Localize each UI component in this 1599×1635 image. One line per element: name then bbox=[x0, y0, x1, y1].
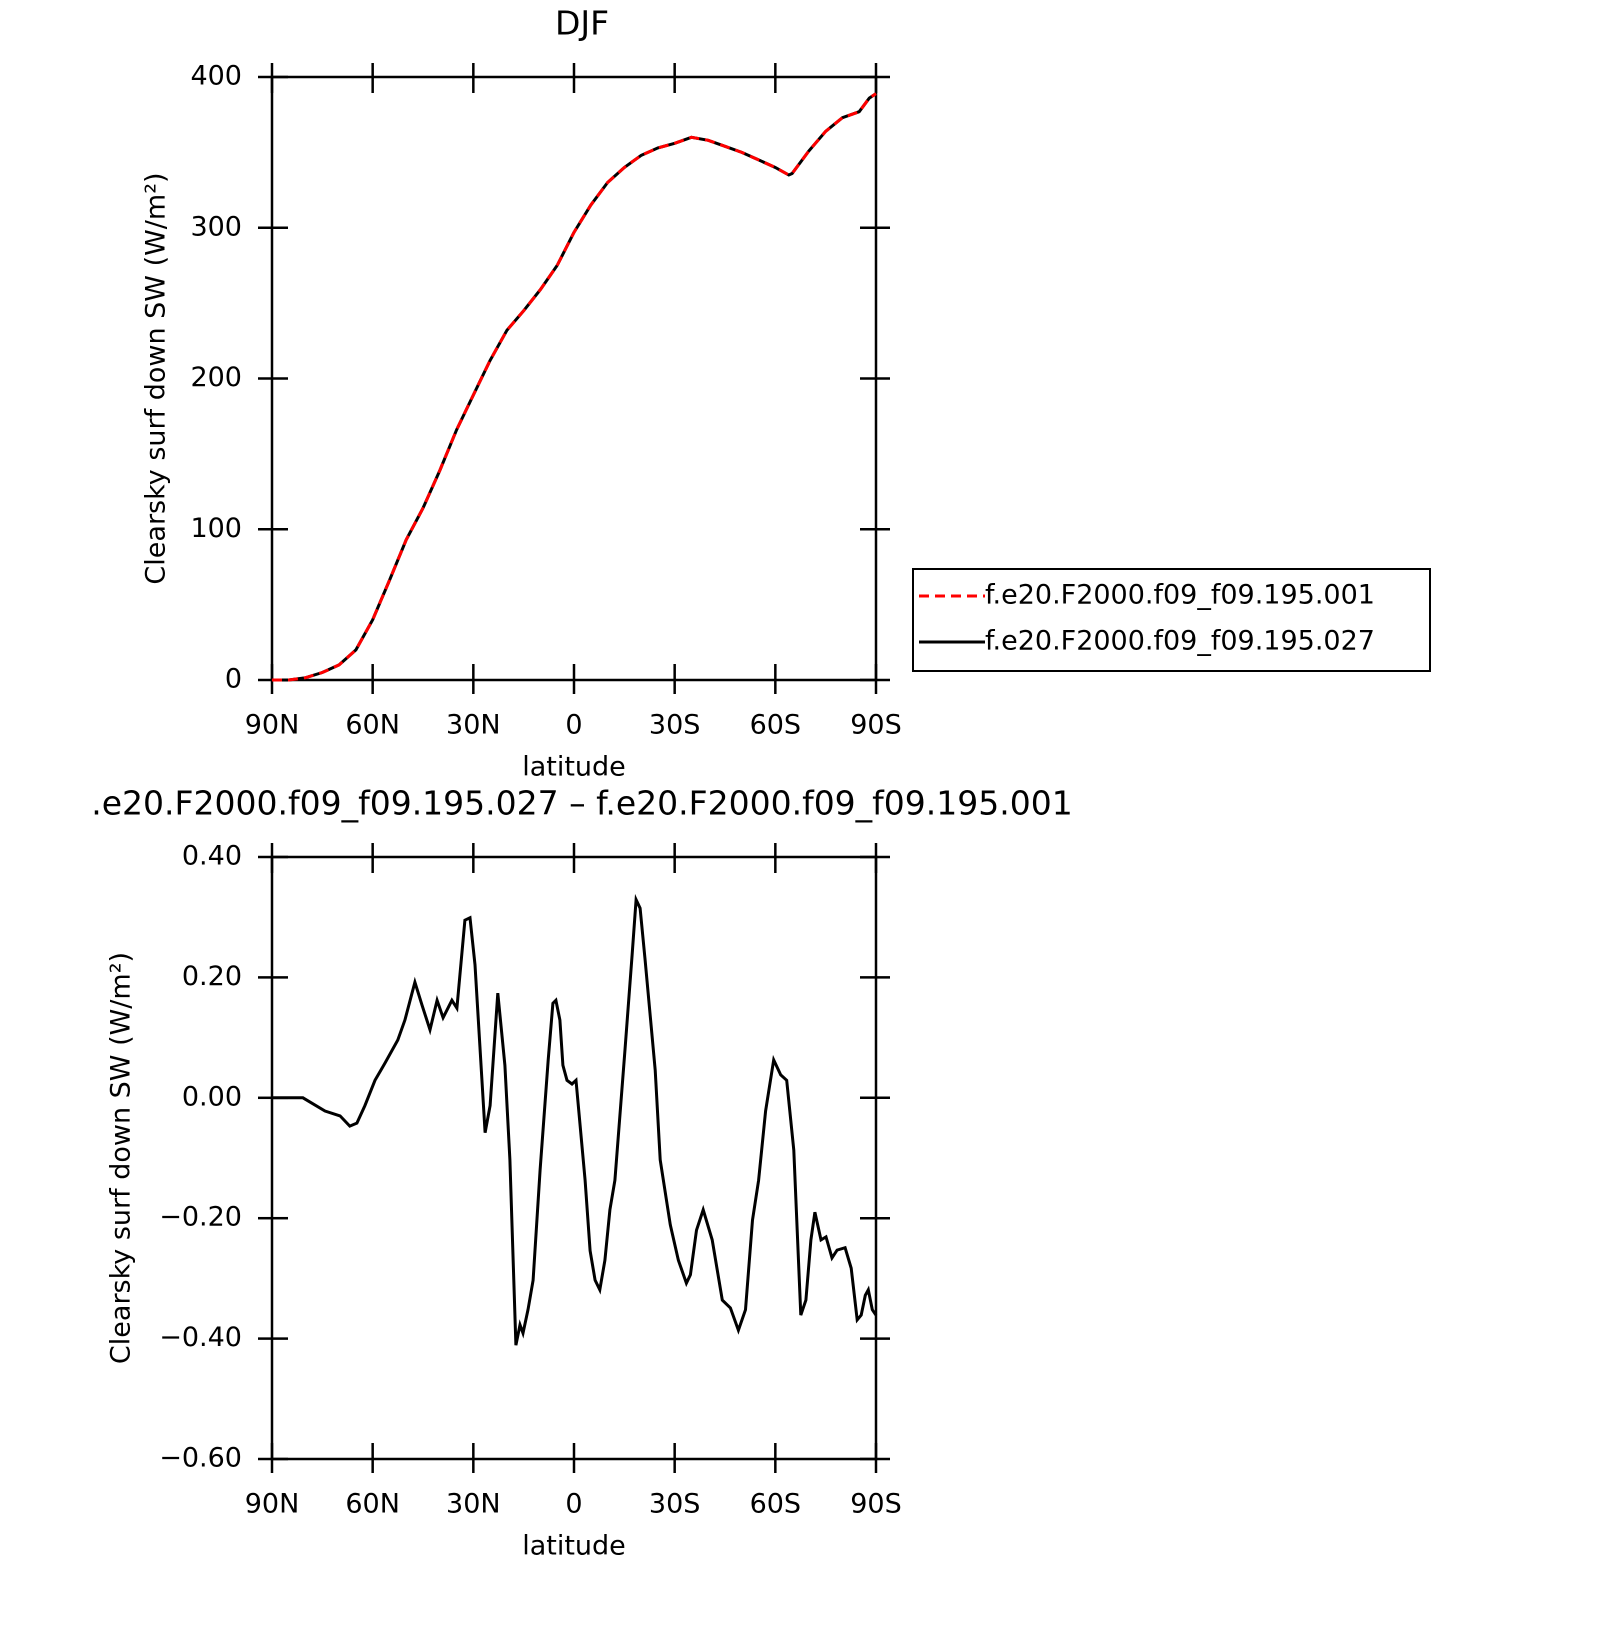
legend-label: f.e20.F2000.f09_f09.195.027 bbox=[985, 626, 1375, 657]
y-tick-label: 0.40 bbox=[182, 841, 242, 872]
x-tick-label: 60S bbox=[750, 1489, 802, 1520]
y-tick-label: −0.60 bbox=[159, 1443, 242, 1474]
data-line bbox=[272, 92, 877, 682]
plot-frame bbox=[270, 855, 878, 1461]
data-line bbox=[272, 92, 877, 682]
y-tick-label: 0 bbox=[225, 664, 242, 695]
y-axis-label: Clearsky surf down SW (W/m²) bbox=[106, 952, 137, 1364]
x-tick-label: 30N bbox=[446, 710, 501, 741]
y-tick-label: 0.20 bbox=[182, 961, 242, 992]
x-tick-label: 60N bbox=[345, 710, 400, 741]
y-tick-label: 200 bbox=[190, 362, 242, 393]
y-tick-label: 400 bbox=[190, 61, 242, 92]
x-axis-label: latitude bbox=[522, 1531, 626, 1562]
y-tick-label: 0.00 bbox=[182, 1081, 242, 1112]
x-tick-label: 90N bbox=[245, 710, 300, 741]
x-tick-label: 60S bbox=[750, 710, 802, 741]
x-tick-label: 30S bbox=[649, 710, 701, 741]
x-tick-label: 90N bbox=[245, 1489, 300, 1520]
chart-title: .e20.F2000.f09_f09.195.027 – f.e20.F2000… bbox=[91, 784, 1073, 823]
x-axis-label: latitude bbox=[522, 752, 626, 783]
y-tick-label: 100 bbox=[190, 513, 242, 544]
legend-box bbox=[912, 568, 1431, 672]
x-tick-label: 90S bbox=[850, 1489, 902, 1520]
x-tick-label: 90S bbox=[850, 710, 902, 741]
y-tick-label: −0.40 bbox=[159, 1322, 242, 1353]
y-tick-label: 300 bbox=[190, 211, 242, 242]
chart-title: DJF bbox=[555, 4, 609, 43]
x-tick-label: 30N bbox=[446, 1489, 501, 1520]
x-tick-label: 0 bbox=[565, 710, 582, 741]
y-tick-label: −0.20 bbox=[159, 1202, 242, 1233]
x-tick-label: 0 bbox=[565, 1489, 582, 1520]
y-axis-label: Clearsky surf down SW (W/m²) bbox=[141, 172, 172, 584]
data-line bbox=[272, 893, 878, 1346]
plot-frame bbox=[270, 75, 878, 682]
legend-label: f.e20.F2000.f09_f09.195.001 bbox=[985, 580, 1375, 611]
x-tick-label: 30S bbox=[649, 1489, 701, 1520]
x-tick-label: 60N bbox=[345, 1489, 400, 1520]
